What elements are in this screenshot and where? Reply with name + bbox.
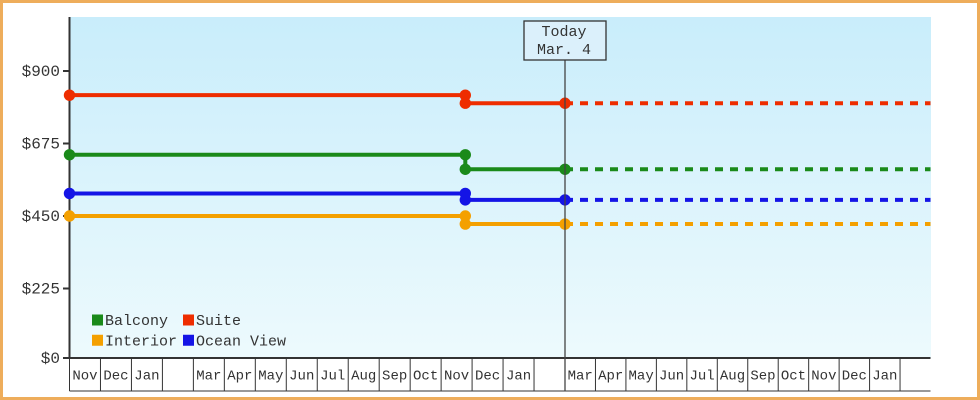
svg-text:Mar. 4: Mar. 4 [537,42,591,59]
svg-text:May: May [258,369,283,385]
svg-text:Apr: Apr [598,369,623,385]
svg-text:Balcony: Balcony [105,313,168,330]
svg-text:Jan: Jan [506,369,531,385]
svg-text:Aug: Aug [720,369,745,385]
svg-text:$450: $450 [22,208,60,226]
svg-text:Interior: Interior [105,333,177,350]
svg-text:May: May [629,369,654,385]
svg-text:Dec: Dec [842,369,867,385]
svg-text:Ocean View: Ocean View [196,333,286,350]
svg-text:Nov: Nov [444,369,469,385]
svg-text:Sep: Sep [750,369,775,385]
svg-text:Dec: Dec [103,369,128,385]
svg-text:Aug: Aug [351,369,376,385]
svg-text:$900: $900 [22,63,60,81]
svg-text:Jan: Jan [134,369,159,385]
svg-text:Oct: Oct [781,369,806,385]
svg-text:$225: $225 [22,281,60,299]
svg-text:Nov: Nov [811,369,836,385]
svg-text:Jan: Jan [872,369,897,385]
svg-text:Dec: Dec [475,369,500,385]
svg-text:Jun: Jun [289,369,314,385]
svg-text:Today: Today [541,24,586,41]
svg-text:Sep: Sep [382,369,407,385]
svg-text:$0: $0 [41,350,60,368]
svg-text:Mar: Mar [568,369,593,385]
svg-text:Mar: Mar [196,369,221,385]
svg-text:Nov: Nov [72,369,97,385]
svg-text:Jul: Jul [320,369,345,385]
svg-text:Jul: Jul [689,369,714,385]
svg-text:$675: $675 [22,136,60,154]
svg-text:Oct: Oct [413,369,438,385]
svg-text:Jun: Jun [659,369,684,385]
svg-text:Suite: Suite [196,313,241,330]
svg-text:Apr: Apr [227,369,252,385]
